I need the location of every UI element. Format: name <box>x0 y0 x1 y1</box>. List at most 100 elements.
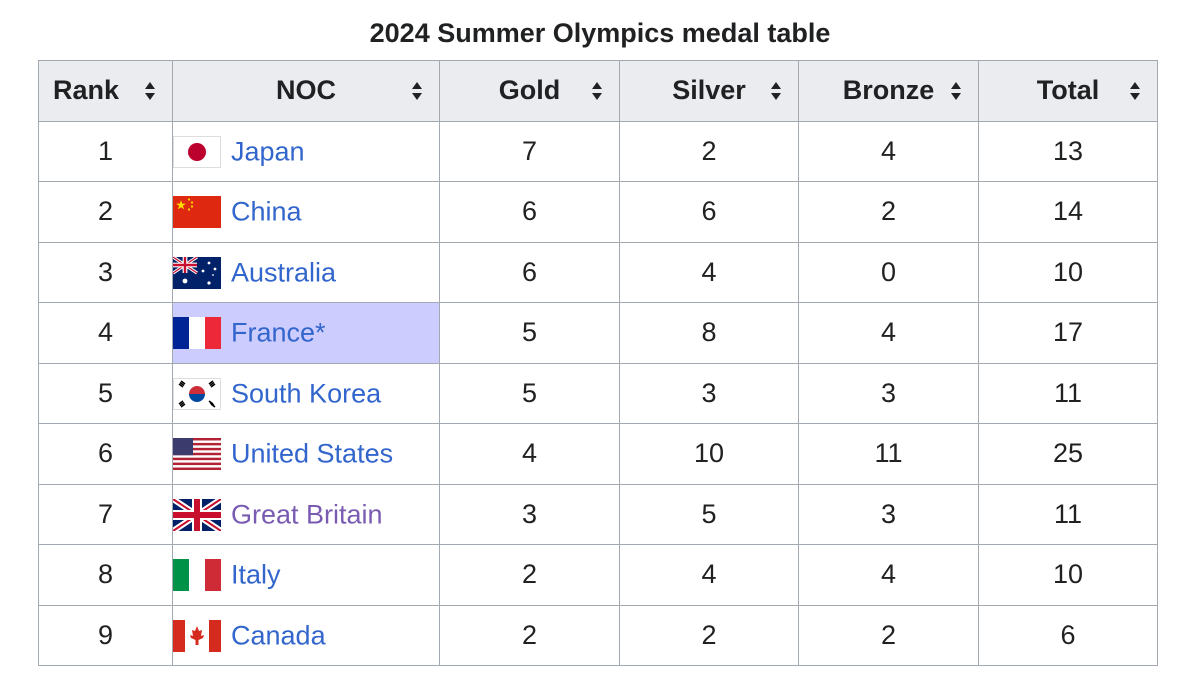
bronze-cell: 3 <box>798 362 979 424</box>
bronze-cell: 2 <box>798 604 979 666</box>
silver-cell: 2 <box>619 120 799 182</box>
country-link[interactable]: China <box>231 196 302 227</box>
total-cell: 11 <box>978 362 1158 424</box>
rank-cell: 5 <box>38 362 173 424</box>
australia-flag-icon <box>173 256 221 289</box>
silver-header[interactable]: Silver <box>619 60 799 122</box>
silver-cell: 6 <box>619 181 799 243</box>
gold-cell: 6 <box>439 241 620 303</box>
country-link[interactable]: France <box>231 317 316 348</box>
gold-cell: 2 <box>439 604 620 666</box>
country-link[interactable]: South Korea <box>231 378 382 409</box>
united-states-flag-icon <box>173 438 221 471</box>
silver-cell: 4 <box>619 241 799 303</box>
total-cell: 17 <box>978 302 1158 364</box>
medal-table: Rank NOC Gold Silver Bronze Total <box>38 60 1158 666</box>
rank-cell: 9 <box>38 604 173 666</box>
table-row: 7 Great Britain 3 5 3 11 <box>38 483 1158 545</box>
sort-icon[interactable] <box>950 81 962 101</box>
silver-cell: 8 <box>619 302 799 364</box>
total-cell: 13 <box>978 120 1158 182</box>
gold-cell: 5 <box>439 302 620 364</box>
gold-cell: 6 <box>439 181 620 243</box>
japan-flag-icon <box>173 135 221 168</box>
bronze-cell: 4 <box>798 120 979 182</box>
bronze-cell: 11 <box>798 423 979 485</box>
table-row: 9 Canada 2 2 2 6 <box>38 604 1158 666</box>
host-marker: * <box>315 317 326 348</box>
gold-header[interactable]: Gold <box>439 60 620 122</box>
rank-cell: 2 <box>38 181 173 243</box>
bronze-cell: 4 <box>798 544 979 606</box>
noc-header[interactable]: NOC <box>172 60 440 122</box>
country-link[interactable]: United States <box>231 438 394 469</box>
rank-cell: 1 <box>38 120 173 182</box>
sort-icon[interactable] <box>770 81 782 101</box>
sort-icon[interactable] <box>591 81 603 101</box>
country-link[interactable]: Japan <box>231 136 305 167</box>
total-cell: 10 <box>978 544 1158 606</box>
table-row: 5 South Korea 5 3 3 11 <box>38 362 1158 424</box>
total-cell: 11 <box>978 483 1158 545</box>
country-link[interactable]: Great Britain <box>231 499 383 530</box>
total-cell: 25 <box>978 423 1158 485</box>
france-flag-icon <box>173 317 221 350</box>
rank-cell: 7 <box>38 483 173 545</box>
silver-cell: 2 <box>619 604 799 666</box>
rank-cell: 8 <box>38 544 173 606</box>
gold-cell: 2 <box>439 544 620 606</box>
great-britain-flag-icon <box>173 498 221 531</box>
bronze-header[interactable]: Bronze <box>798 60 979 122</box>
bronze-header-label: Bronze <box>842 75 935 106</box>
gold-header-label: Gold <box>498 75 561 106</box>
country-link[interactable]: Australia <box>231 257 337 288</box>
bronze-cell: 3 <box>798 483 979 545</box>
rank-cell: 3 <box>38 241 173 303</box>
bronze-cell: 0 <box>798 241 979 303</box>
noc-cell: South Korea <box>172 362 440 424</box>
gold-cell: 7 <box>439 120 620 182</box>
gold-cell: 3 <box>439 483 620 545</box>
total-header-label: Total <box>1036 75 1100 106</box>
silver-cell: 4 <box>619 544 799 606</box>
noc-cell: Italy <box>172 544 440 606</box>
sort-icon[interactable] <box>1129 81 1141 101</box>
country-link[interactable]: Italy <box>231 559 281 590</box>
table-row: 1 Japan 7 2 4 13 <box>38 120 1158 182</box>
silver-cell: 10 <box>619 423 799 485</box>
silver-cell: 3 <box>619 362 799 424</box>
noc-cell-host: France* <box>172 302 440 364</box>
rank-header[interactable]: Rank <box>38 60 173 122</box>
noc-header-label: NOC <box>276 75 336 106</box>
bronze-cell: 2 <box>798 181 979 243</box>
sort-icon[interactable] <box>411 81 423 101</box>
header-row: Rank NOC Gold Silver Bronze Total <box>38 60 1158 122</box>
rank-cell: 4 <box>38 302 173 364</box>
canada-flag-icon <box>173 619 221 652</box>
italy-flag-icon <box>173 559 221 592</box>
gold-cell: 4 <box>439 423 620 485</box>
total-header[interactable]: Total <box>978 60 1158 122</box>
noc-cell: Australia <box>172 241 440 303</box>
total-cell: 10 <box>978 241 1158 303</box>
china-flag-icon <box>173 196 221 229</box>
south-korea-flag-icon <box>173 377 221 410</box>
table-row: 8 Italy 2 4 4 10 <box>38 544 1158 606</box>
sort-icon[interactable] <box>144 81 156 101</box>
noc-cell: Canada <box>172 604 440 666</box>
silver-header-label: Silver <box>672 75 746 106</box>
noc-cell: China <box>172 181 440 243</box>
silver-cell: 5 <box>619 483 799 545</box>
total-cell: 6 <box>978 604 1158 666</box>
rank-cell: 6 <box>38 423 173 485</box>
table-row: 4 France* 5 8 4 17 <box>38 302 1158 364</box>
country-link[interactable]: Canada <box>231 620 326 651</box>
table-row: 6 United States 4 10 11 25 <box>38 423 1158 485</box>
noc-cell: Great Britain <box>172 483 440 545</box>
table-row: 3 Australia 6 4 0 10 <box>38 241 1158 303</box>
rank-header-label: Rank <box>53 75 120 106</box>
total-cell: 14 <box>978 181 1158 243</box>
noc-cell: Japan <box>172 120 440 182</box>
gold-cell: 5 <box>439 362 620 424</box>
table-caption: 2024 Summer Olympics medal table <box>369 18 831 48</box>
